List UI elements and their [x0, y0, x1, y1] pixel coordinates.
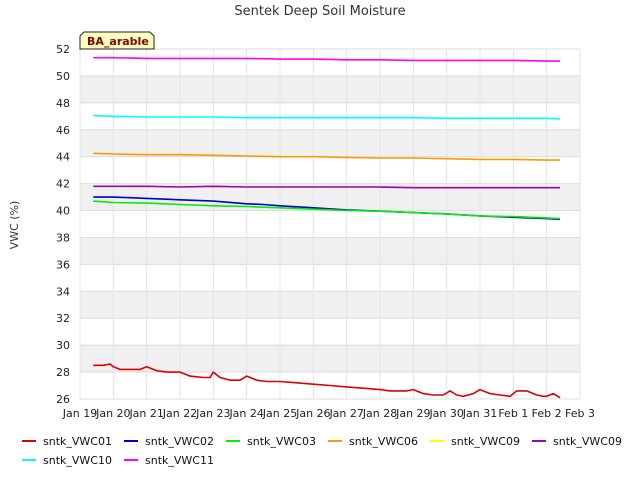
grid-band — [80, 129, 580, 157]
y-tick-label: 44 — [56, 151, 70, 164]
legend-label: sntk_VWC06 — [349, 435, 418, 448]
y-tick-label: 50 — [56, 70, 70, 83]
x-tick-label: Feb 1 — [498, 407, 528, 420]
legend-label: sntk_VWC02 — [145, 435, 214, 448]
grid-band — [80, 291, 580, 319]
x-tick-label: Jan 26 — [295, 407, 330, 420]
y-tick-label: 46 — [56, 124, 70, 137]
y-tick-label: 28 — [56, 366, 70, 379]
legend-label: sntk_VWC03 — [247, 435, 316, 448]
series-line-6 — [93, 185, 560, 189]
y-axis-ticks: 26 28 30 32 34 36 38 40 42 44 46 48 50 52 — [56, 43, 70, 406]
series-line-8 — [93, 56, 560, 62]
grid-band — [80, 237, 580, 265]
series-layer — [93, 56, 561, 399]
legend-label: sntk_VWC10 — [43, 454, 112, 467]
y-tick-label: 48 — [56, 97, 70, 110]
x-tick-label: Jan 23 — [195, 407, 230, 420]
legend-label: sntk_VWC09 — [451, 435, 520, 448]
x-tick-label: Jan 20 — [95, 407, 130, 420]
y-tick-label: 36 — [56, 258, 70, 271]
x-tick-label: Jan 25 — [262, 407, 297, 420]
y-tick-label: 40 — [56, 205, 70, 218]
y-tick-label: 26 — [56, 393, 70, 406]
x-tick-label: Jan 31 — [462, 407, 497, 420]
x-tick-label: Feb 3 — [565, 407, 595, 420]
y-tick-label: 52 — [56, 43, 70, 56]
y-tick-label: 38 — [56, 231, 70, 244]
y-axis-label: VWC (%) — [8, 201, 21, 250]
x-tick-label: Jan 24 — [228, 407, 263, 420]
site-label: BA_arable — [87, 35, 149, 48]
x-tick-label: Jan 19 — [62, 407, 97, 420]
x-tick-label: Feb 2 — [532, 407, 562, 420]
legend-label: sntk_VWC01 — [43, 435, 112, 448]
x-tick-label: Jan 22 — [162, 407, 197, 420]
grid-band — [80, 345, 580, 373]
legend: sntk_VWC01 sntk_VWC02 sntk_VWC03 sntk_VWC06… — [22, 435, 622, 467]
x-tick-label: Jan 21 — [128, 407, 163, 420]
chart-title: Sentek Deep Soil Moisture — [234, 4, 405, 19]
y-tick-label: 34 — [56, 285, 70, 298]
grid-band — [80, 75, 580, 103]
x-tick-label: Jan 29 — [395, 407, 430, 420]
legend-label: sntk_VWC09 — [553, 435, 622, 448]
x-tick-label: Jan 27 — [328, 407, 363, 420]
x-tick-label: Jan 28 — [362, 407, 397, 420]
plot-background — [80, 49, 580, 399]
site-label-box: BA_arable — [79, 31, 155, 50]
y-tick-label: 30 — [56, 339, 70, 352]
y-tick-label: 42 — [56, 178, 70, 191]
plot-area — [80, 49, 580, 399]
legend-label: sntk_VWC11 — [145, 454, 214, 467]
series-line-4 — [93, 152, 560, 161]
series-line-7 — [93, 114, 561, 120]
y-tick-label: 32 — [56, 312, 70, 325]
series-line-1 — [93, 363, 561, 399]
series-line-3 — [93, 200, 561, 220]
x-tick-label: Jan 30 — [428, 407, 463, 420]
